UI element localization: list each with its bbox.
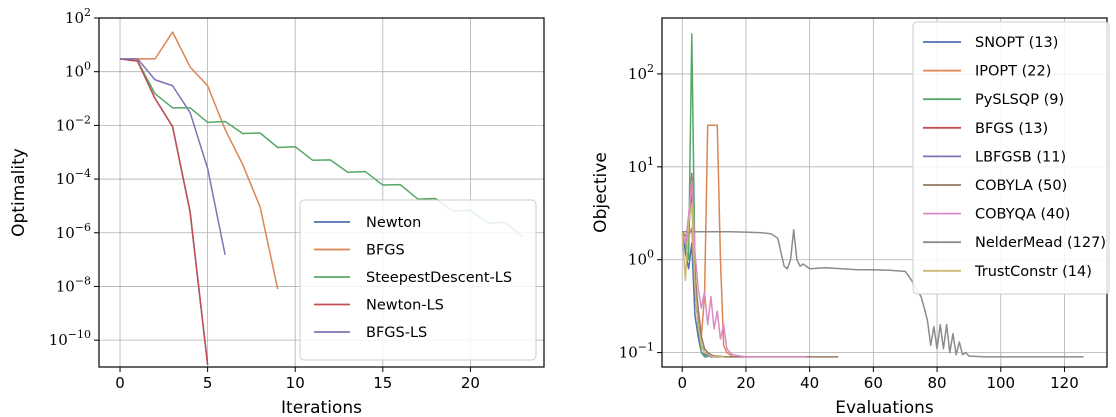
legend-entry: NelderMead (127) [975,235,1106,251]
legend-entry: BFGS [366,243,405,259]
x-tick-label: 0 [115,374,125,392]
legend-box [912,21,1110,295]
x-tick-label: 60 [864,374,883,392]
y-tick-label: 10−2 [56,113,91,134]
x-tick-label: 80 [928,374,947,392]
y-tick-label: 10−1 [619,341,654,362]
legend-entry: BFGS (13) [975,121,1048,137]
y-tick-label: 10−8 [56,274,91,295]
x-tick-label: 100 [986,374,1015,392]
series-line-bfgs-ls [120,58,226,256]
chart-panel-2: 0 20 40 60 80 100 120 102 101 100 10−1 Evaluations O… [591,17,1110,417]
series-line-newton-ls [119,58,209,365]
legend: Newton BFGS SteepestDescent-LS Newton-LS BFG… [299,199,537,361]
x-tick-label: 120 [1050,374,1079,392]
legend-entry: Newton [366,215,421,231]
y-tick-label: 102 [628,62,654,83]
legend-entry: PySLSQP (9) [975,92,1064,108]
y-tick-label: 100 [65,60,91,81]
x-tick-label: 20 [461,374,480,392]
legend-entry: COBYQA (40) [975,207,1070,223]
x-axis-label: Iterations [281,398,362,417]
x-tick-label: 10 [286,374,305,392]
x-tick-label: 40 [800,374,819,392]
x-tick-label: 5 [203,374,213,392]
plot-frame [98,17,545,368]
legend-entry: SteepestDescent-LS [366,270,512,286]
legend-box [299,199,537,361]
y-tick-label: 100 [628,248,654,269]
legend-entry: COBYLA (50) [975,178,1067,194]
y-axis-label: Optimality [9,148,29,237]
y-axis-label: Objective [591,152,611,233]
x-tick-label: 15 [373,374,392,392]
x-tick-label: 0 [677,374,687,392]
legend-entry: LBFGSB (11) [975,149,1066,165]
y-tick-label: 10−4 [56,167,91,188]
series-line-neldermead-127 [682,229,1084,358]
legend-entry: TrustConstr (14) [974,264,1092,280]
series-line-trustconstr-14 [681,203,724,358]
legend-entry: IPOPT (22) [975,64,1051,80]
series-line-newton [119,58,209,365]
series-line-cobyqa-40 [681,180,807,358]
x-axis-label: Evaluations [835,398,934,417]
legend-entry: Newton-LS [366,298,444,314]
x-tick-label: 20 [736,374,755,392]
series-line-bfgs [120,31,279,290]
y-tick-label: 10−6 [56,221,91,242]
y-tick-label: 101 [628,155,654,176]
legend: SNOPT (13) IPOPT (22) PySLSQP (9) BFGS (13)… [912,21,1110,295]
y-tick-label: 10−10 [49,328,91,349]
legend-entry: BFGS-LS [366,325,427,341]
legend-entry: SNOPT (13) [975,35,1058,51]
y-tick-label: 102 [65,6,91,27]
chart-panel-1: 0 5 10 15 20 102 100 10−2 10−4 10−6 10−8 10−10 Itera… [9,6,545,417]
